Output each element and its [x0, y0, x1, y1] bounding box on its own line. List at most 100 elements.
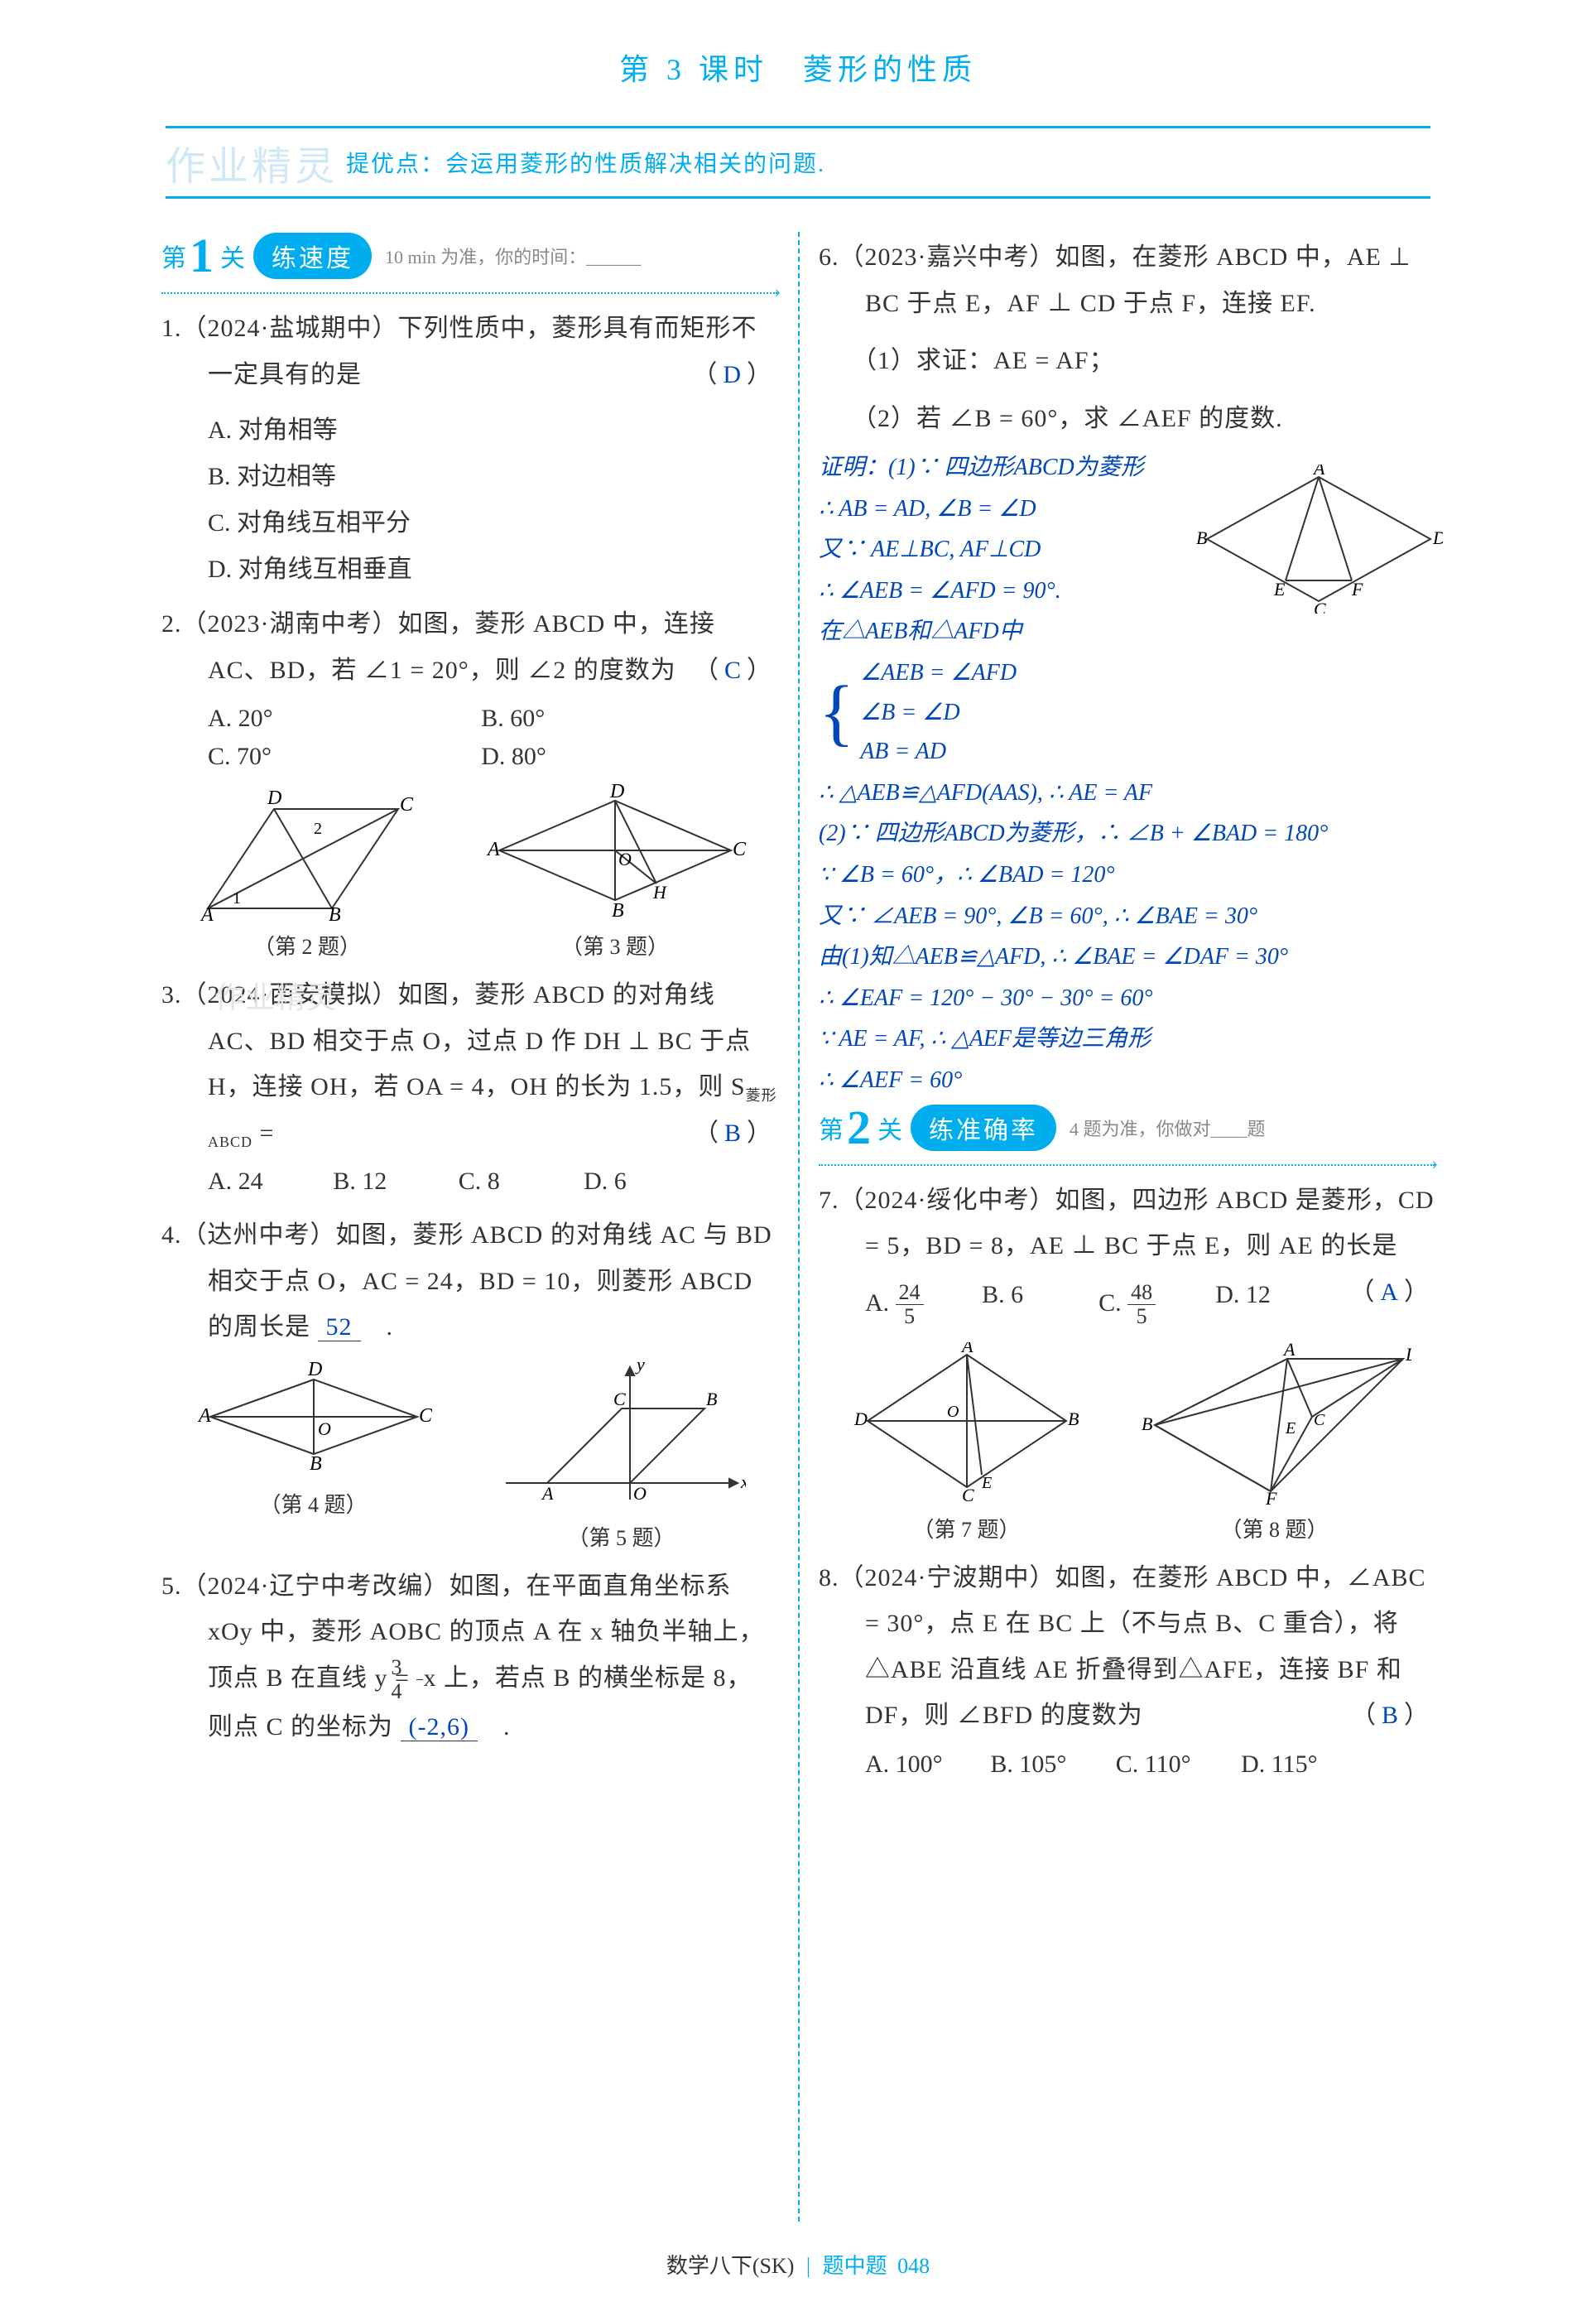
svg-text:D: D	[609, 784, 624, 802]
svg-text:C: C	[419, 1405, 433, 1427]
answer-5: (-2,6)	[401, 1713, 478, 1741]
footer-page: 048	[897, 2254, 930, 2278]
q1-opt-a: A. 对角相等	[208, 409, 736, 445]
question-6: 6.（2023·嘉兴中考）如图，在菱形 ABCD 中，AE ⊥ BC 于点 E，…	[819, 234, 1435, 326]
answer-4: 52	[318, 1313, 361, 1341]
figure-q3: A B C D O H （第 3 题）	[483, 784, 748, 961]
q6-sub1: （1）求证：AE = AF；	[819, 338, 1435, 384]
q8-options: A. 100° B. 105° C. 110° D. 115°	[819, 1746, 1435, 1784]
q1-opt-d: D. 对角线互相垂直	[208, 548, 736, 585]
svg-text:O: O	[633, 1483, 647, 1504]
question-2: 2.（2023·湖南中考）如图，菱形 ABCD 中，连接 AC、BD，若 ∠1 …	[161, 601, 777, 693]
q7-options: A. 245 B. 6 C. 485 D. 12	[819, 1276, 1396, 1334]
svg-text:C: C	[1314, 1411, 1325, 1429]
svg-text:E: E	[1285, 1419, 1296, 1437]
answer-8: B	[1382, 1702, 1399, 1729]
svg-text:E: E	[981, 1474, 992, 1492]
figure-q4: A B C D O （第 4 题）	[194, 1359, 434, 1552]
svg-text:C: C	[1314, 599, 1326, 614]
question-1: 1.（2024·盐城期中）下列性质中，菱形具有而矩形不一定具有的是 （D）	[161, 306, 777, 397]
figure-q7: A B C D O E （第 7 题）	[843, 1342, 1091, 1543]
svg-text:D: D	[1405, 1344, 1411, 1365]
question-4: 4.（达州中考）如图，菱形 ABCD 的对角线 AC 与 BD 相交于点 O，A…	[161, 1212, 777, 1351]
svg-text:F: F	[1265, 1488, 1277, 1508]
q7-opt-a: A. 245	[865, 1281, 982, 1329]
svg-text:H: H	[652, 882, 667, 903]
svg-text:C: C	[400, 794, 414, 816]
question-8: 8.（2024·宁波期中）如图，在菱形 ABCD 中，∠ABC = 30°，点 …	[819, 1555, 1435, 1739]
question-3: 作业精灵 3.（2024·西安模拟）如图，菱形 ABCD 的对角线 AC、BD …	[161, 972, 777, 1156]
svg-text:O: O	[318, 1418, 331, 1439]
left-column: 第 1 关 练速度 10 min 为准，你的时间：______ 1.（2024·…	[141, 211, 798, 1790]
figure-q2: A B C D 1 2 （第 2 题）	[191, 784, 423, 961]
svg-text:A: A	[1312, 465, 1325, 479]
arrow-line	[161, 292, 777, 294]
hint-text: 提优点：会运用菱形的性质解决相关的问题.	[346, 146, 825, 179]
arrow-line-2	[819, 1164, 1435, 1166]
svg-text:B: B	[329, 904, 341, 925]
watermark-inline: 作业精灵	[261, 970, 337, 1026]
svg-text:D: D	[267, 787, 281, 809]
svg-text:B: B	[612, 900, 624, 922]
q1-opt-c: C. 对角线互相平分	[208, 502, 736, 538]
section-prefix: 第	[161, 238, 186, 274]
svg-text:B: B	[706, 1389, 717, 1409]
page-title: 第 3 课时 菱形的性质	[0, 0, 1596, 97]
svg-text:E: E	[1273, 579, 1286, 600]
q2-options: A. 20° B. 60° C. 70° D. 80°	[161, 700, 777, 776]
question-5: 5.（2024·辽宁中考改编）如图，在平面直角坐标系 xOy 中，菱形 AOBC…	[161, 1563, 777, 1750]
svg-text:2: 2	[314, 820, 322, 838]
q6-sub2: （2）若 ∠B = 60°，求 ∠AEF 的度数.	[819, 396, 1435, 442]
figure-q6: A B D C E F	[1195, 465, 1443, 627]
fig-row-1: A B C D 1 2 （第 2 题）	[161, 784, 777, 961]
q3-options: A. 24 B. 12 C. 8 D. 6	[161, 1163, 777, 1201]
answer-3: B	[724, 1120, 742, 1147]
watermark-text: 作业精灵	[166, 133, 338, 191]
svg-text:C: C	[613, 1389, 626, 1409]
svg-text:A: A	[197, 1405, 211, 1427]
figure-q8: A B C D E F （第 8 题）	[1138, 1342, 1411, 1543]
q7-opt-c: C. 485	[1098, 1281, 1215, 1329]
hint-bar: 作业精灵 提优点：会运用菱形的性质解决相关的问题.	[166, 126, 1430, 199]
q1-opt-b: B. 对边相等	[208, 455, 736, 492]
svg-text:A: A	[200, 904, 214, 925]
svg-text:B: B	[310, 1453, 322, 1475]
answer-1: D	[723, 361, 742, 388]
svg-text:D: D	[307, 1359, 322, 1380]
answer-7: A	[1380, 1278, 1399, 1306]
section-tail: 10 min 为准，你的时间：______	[385, 243, 641, 269]
section-1-badge: 第 1 关 练速度 10 min 为准，你的时间：______	[161, 232, 777, 280]
svg-text:O: O	[618, 849, 632, 869]
svg-text:A: A	[541, 1483, 554, 1504]
answer-2: C	[724, 657, 742, 684]
section-number: 1	[190, 232, 214, 280]
page-footer: 数学八下(SK) | 题中题 048	[0, 2249, 1596, 2280]
svg-text:D: D	[1432, 527, 1443, 548]
svg-text:A: A	[960, 1342, 973, 1356]
svg-text:B: B	[1068, 1408, 1079, 1429]
q1-options: A. 对角相等 B. 对边相等 C. 对角线互相平分 D. 对角线互相垂直	[161, 404, 777, 590]
footer-subject: 数学八下(SK)	[666, 2254, 795, 2278]
svg-text:y: y	[635, 1359, 645, 1375]
svg-text:C: C	[733, 839, 747, 860]
fig-row-3: A B C D O E （第 7 题）	[819, 1342, 1435, 1543]
fig-row-2: A B C D O （第 4 题） x y A	[161, 1359, 777, 1552]
svg-text:O: O	[947, 1403, 959, 1421]
svg-text:D: D	[853, 1408, 868, 1429]
svg-text:C: C	[962, 1485, 974, 1505]
svg-text:B: B	[1196, 527, 1207, 548]
svg-text:B: B	[1142, 1413, 1152, 1434]
section-2-badge: 第 2 关 练准确率 4 题为准，你做对____题	[819, 1104, 1435, 1152]
footer-book: 题中题	[823, 2254, 887, 2278]
brace-system: { ∠AEB = ∠AFD ∠B = ∠D AB = AD	[819, 653, 1435, 772]
question-7: 7.（2024·绥化中考）如图，四边形 ABCD 是菱形，CD = 5，BD =…	[819, 1177, 1435, 1269]
figure-q5: x y A O B C （第 5 题）	[498, 1359, 746, 1552]
section-pill: 练速度	[253, 233, 372, 279]
svg-text:1: 1	[233, 889, 241, 908]
section-suffix: 关	[220, 238, 245, 274]
svg-text:x: x	[740, 1471, 746, 1492]
q6-proof: A B D C E F 证明：(1)∵ 四边形ABCD为菱形 ∴ AB = AD…	[819, 448, 1435, 1100]
footer-divider: |	[806, 2254, 810, 2278]
answer-slot: （D）	[738, 352, 772, 398]
svg-text:A: A	[1282, 1342, 1296, 1360]
